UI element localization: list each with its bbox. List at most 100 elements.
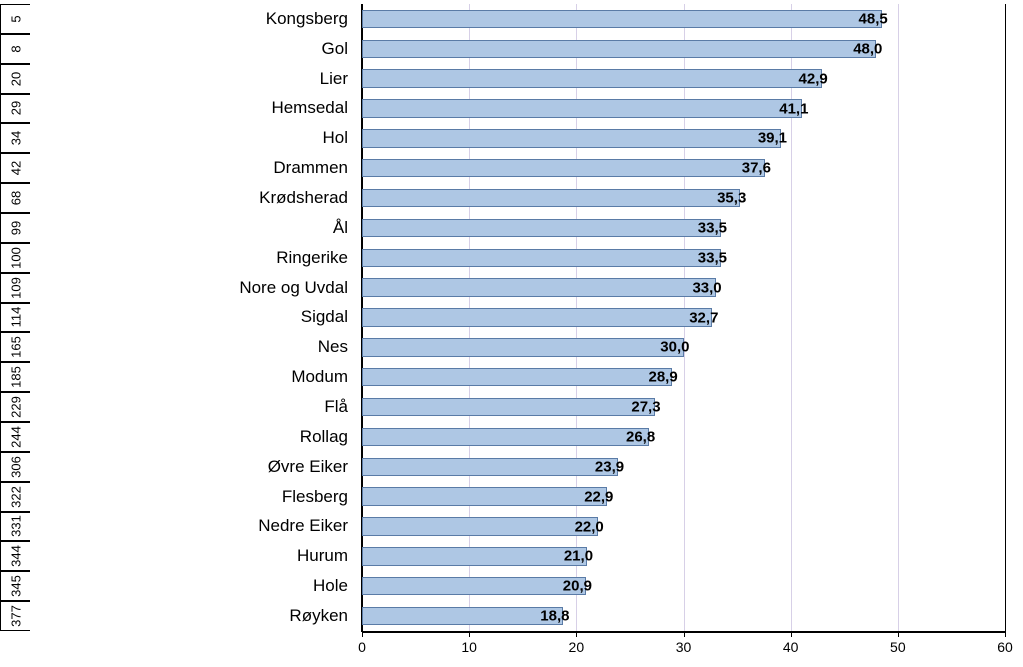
bar bbox=[362, 547, 587, 566]
category-label: Ål bbox=[30, 213, 348, 243]
rank-cell: 185 bbox=[0, 362, 30, 392]
category-label: Røyken bbox=[30, 601, 348, 631]
category-label: Kongsberg bbox=[30, 4, 348, 34]
rank-cell: 68 bbox=[0, 183, 30, 213]
category-label: Flå bbox=[30, 392, 348, 422]
bar-value-label: 33,0 bbox=[692, 279, 721, 296]
bar bbox=[362, 99, 802, 118]
x-tick bbox=[362, 631, 363, 637]
rank-label: 8 bbox=[8, 45, 23, 52]
rank-label: 68 bbox=[8, 191, 23, 205]
bar-value-label: 32,7 bbox=[689, 309, 718, 326]
rank-cell: 114 bbox=[0, 303, 30, 333]
bar bbox=[362, 368, 672, 387]
rank-cell: 109 bbox=[0, 273, 30, 303]
bar-value-label: 33,5 bbox=[698, 219, 727, 236]
rank-label: 165 bbox=[8, 336, 23, 358]
bar-value-label: 22,0 bbox=[575, 518, 604, 535]
x-tick bbox=[684, 631, 685, 637]
rank-label: 114 bbox=[8, 307, 23, 328]
gridline bbox=[791, 4, 792, 631]
bar-value-label: 21,0 bbox=[564, 548, 593, 565]
bar bbox=[362, 577, 586, 596]
bar-value-label: 18,8 bbox=[540, 608, 569, 625]
rank-label: 331 bbox=[8, 516, 23, 538]
category-label: Drammen bbox=[30, 153, 348, 183]
x-tick-label: 20 bbox=[569, 639, 585, 655]
category-label: Krødsherad bbox=[30, 183, 348, 213]
bar bbox=[362, 338, 684, 357]
category-label: Gol bbox=[30, 34, 348, 64]
bar bbox=[362, 159, 765, 178]
rank-cell: 42 bbox=[0, 153, 30, 183]
rank-cell: 165 bbox=[0, 332, 30, 362]
x-tick bbox=[576, 631, 577, 637]
rank-cell: 331 bbox=[0, 512, 30, 542]
bar-value-label: 35,3 bbox=[717, 190, 746, 207]
rank-cell: 344 bbox=[0, 541, 30, 571]
x-tick bbox=[469, 631, 470, 637]
x-tick-label: 30 bbox=[676, 639, 692, 655]
rank-label: 99 bbox=[8, 221, 23, 235]
bar bbox=[362, 219, 721, 238]
rank-cell: 244 bbox=[0, 422, 30, 452]
rank-label: 185 bbox=[8, 366, 23, 388]
bar bbox=[362, 487, 607, 506]
bar-value-label: 33,5 bbox=[698, 249, 727, 266]
bar bbox=[362, 517, 598, 536]
category-label: Sigdal bbox=[30, 303, 348, 333]
bar-value-label: 20,9 bbox=[563, 578, 592, 595]
bar bbox=[362, 249, 721, 268]
bar bbox=[362, 10, 882, 29]
rank-label: 322 bbox=[8, 486, 23, 508]
bar-value-label: 30,0 bbox=[660, 339, 689, 356]
bar bbox=[362, 428, 649, 447]
x-tick-label: 50 bbox=[890, 639, 906, 655]
gridline bbox=[898, 4, 899, 631]
rank-label: 377 bbox=[8, 605, 23, 627]
rank-label: 100 bbox=[8, 247, 23, 269]
rank-cell: 29 bbox=[0, 94, 30, 124]
bar bbox=[362, 607, 563, 626]
rank-label: 306 bbox=[8, 456, 23, 478]
category-label: Hemsedal bbox=[30, 94, 348, 124]
x-tick bbox=[1005, 631, 1006, 637]
rank-label: 344 bbox=[8, 545, 23, 567]
category-label: Nore og Uvdal bbox=[30, 273, 348, 303]
rank-cell: 8 bbox=[0, 34, 30, 64]
bar-value-label: 41,1 bbox=[779, 100, 808, 117]
rank-label: 244 bbox=[8, 426, 23, 448]
bar-value-label: 27,3 bbox=[631, 399, 660, 416]
category-label: Modum bbox=[30, 362, 348, 392]
x-tick-label: 10 bbox=[461, 639, 477, 655]
category-label: Hole bbox=[30, 571, 348, 601]
rank-cell: 34 bbox=[0, 123, 30, 153]
rank-label: 109 bbox=[8, 277, 23, 299]
rank-label: 29 bbox=[8, 101, 23, 115]
bar-value-label: 28,9 bbox=[649, 369, 678, 386]
x-tick-label: 0 bbox=[358, 639, 366, 655]
rank-cell: 20 bbox=[0, 64, 30, 94]
rank-cell: 345 bbox=[0, 571, 30, 601]
rank-label: 345 bbox=[8, 575, 23, 597]
bar-value-label: 48,5 bbox=[859, 10, 888, 27]
bar bbox=[362, 129, 781, 148]
gridline bbox=[1005, 4, 1006, 631]
x-tick bbox=[791, 631, 792, 637]
bar bbox=[362, 458, 618, 477]
horizontal-bar-chart: 5Kongsberg48,58Gol48,020Lier42,929Hemsed… bbox=[0, 0, 1023, 667]
rank-label: 5 bbox=[8, 15, 23, 22]
x-tick-label: 40 bbox=[783, 639, 799, 655]
category-label: Lier bbox=[30, 64, 348, 94]
rank-label: 34 bbox=[8, 131, 23, 145]
category-label: Hurum bbox=[30, 541, 348, 571]
x-tick-label: 60 bbox=[997, 639, 1013, 655]
bar-value-label: 42,9 bbox=[799, 70, 828, 87]
bar bbox=[362, 398, 655, 417]
category-label: Rollag bbox=[30, 422, 348, 452]
rank-cell: 5 bbox=[0, 4, 30, 34]
bar-value-label: 23,9 bbox=[595, 458, 624, 475]
bar bbox=[362, 278, 716, 297]
rank-cell: 306 bbox=[0, 452, 30, 482]
category-label: Øvre Eiker bbox=[30, 452, 348, 482]
